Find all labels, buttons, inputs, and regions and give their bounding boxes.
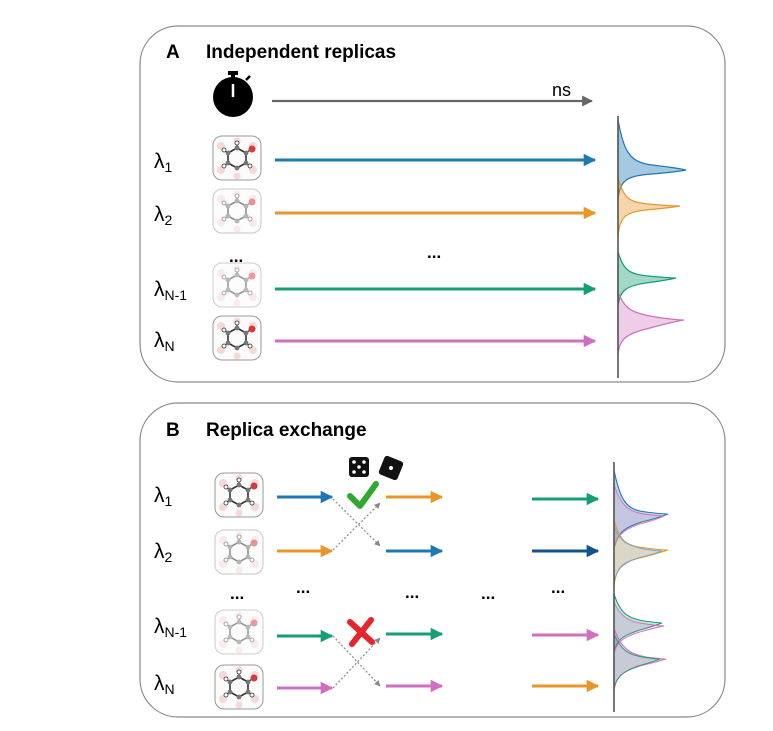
swap-line (332, 498, 381, 547)
row-ellipsis-b: ... (230, 584, 244, 603)
panel-a-letter: A (166, 42, 180, 63)
lambda-label-a-n-1: λN-1 (154, 278, 187, 303)
panel-a: A Independent replicas ns λ1 λ2 λN-1 λN … (139, 25, 726, 383)
lambda-label-b-n-1: λN-1 (154, 615, 187, 640)
lambda-label-a-1: λ1 (154, 150, 173, 175)
panel-a-title: Independent replicas (206, 42, 396, 63)
molecule-icon (214, 609, 264, 655)
lambda-label-a-2: λ2 (154, 203, 173, 228)
molecule-icon (212, 262, 262, 308)
lambda-label-a-n: λN (154, 329, 175, 354)
lambda-label-b-n: λN (154, 672, 175, 697)
col-ellipsis-b-1: ... (296, 578, 310, 597)
checkmark-icon (347, 481, 379, 509)
time-unit-label: ns (552, 80, 571, 100)
distribution-plot-b (613, 462, 669, 712)
molecule-icon (212, 188, 262, 234)
col-ellipsis-b-2: ... (405, 583, 419, 602)
panel-b-letter: B (166, 420, 180, 441)
lambda-label-b-2: λ2 (154, 540, 173, 565)
col-ellipsis-b-4: ... (551, 578, 565, 597)
arrow-ellipsis-a: ... (427, 243, 441, 262)
dice-icon (349, 454, 405, 482)
row-ellipsis-a: ... (229, 247, 243, 266)
swap-line (332, 635, 381, 687)
molecule-icon (212, 135, 262, 181)
col-ellipsis-b-3: ... (481, 584, 495, 603)
panel-a-frame (139, 25, 726, 383)
cross-icon (347, 617, 375, 647)
molecule-icon (214, 472, 264, 518)
molecule-icon (214, 664, 264, 710)
molecule-icon (212, 315, 262, 361)
swap-line (332, 637, 381, 689)
panel-b-frame (139, 402, 726, 718)
swap-line (332, 502, 381, 551)
panel-b-title: Replica exchange (206, 420, 367, 441)
stopwatch-icon (213, 71, 253, 117)
distribution-plot-a (617, 116, 687, 378)
panel-b: B Replica exchange λ1 λ2 λN-1 λN (139, 402, 726, 718)
molecule-icon (214, 529, 264, 575)
lambda-label-b-1: λ1 (154, 484, 173, 509)
